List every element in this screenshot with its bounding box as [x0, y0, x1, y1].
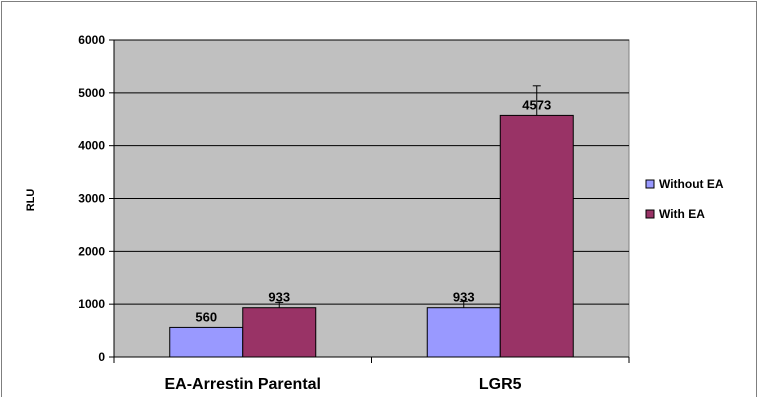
x-category-label: EA-Arrestin Parental: [165, 376, 322, 393]
bar: [426, 307, 501, 358]
legend-swatch: [645, 209, 655, 219]
y-tick-label: 4000: [78, 139, 105, 153]
data-label: 4573: [522, 97, 551, 112]
data-label: 933: [268, 290, 290, 305]
data-label: 560: [195, 309, 217, 324]
bar: [499, 114, 574, 358]
legend: Without EA With EA: [645, 177, 724, 221]
data-label: 933: [453, 290, 475, 305]
y-tick-label: 5000: [78, 86, 105, 100]
y-tick-label: 3000: [78, 192, 105, 206]
x-category-label: LGR5: [479, 376, 522, 393]
legend-label: Without EA: [659, 177, 724, 191]
plot-area-group: 0 1000 2000 3000 4000 5000 6000 560 933 EA-Arrest…: [78, 33, 630, 393]
legend-label: With EA: [659, 207, 705, 221]
y-tick-label: 6000: [78, 33, 105, 47]
bar: [169, 326, 244, 358]
y-tick-label: 1000: [78, 297, 105, 311]
y-axis-label: RLU: [25, 189, 37, 212]
y-tick-label: 0: [98, 350, 105, 364]
legend-swatch: [645, 179, 655, 189]
bar: [242, 307, 317, 358]
y-tick-label: 2000: [78, 244, 105, 258]
